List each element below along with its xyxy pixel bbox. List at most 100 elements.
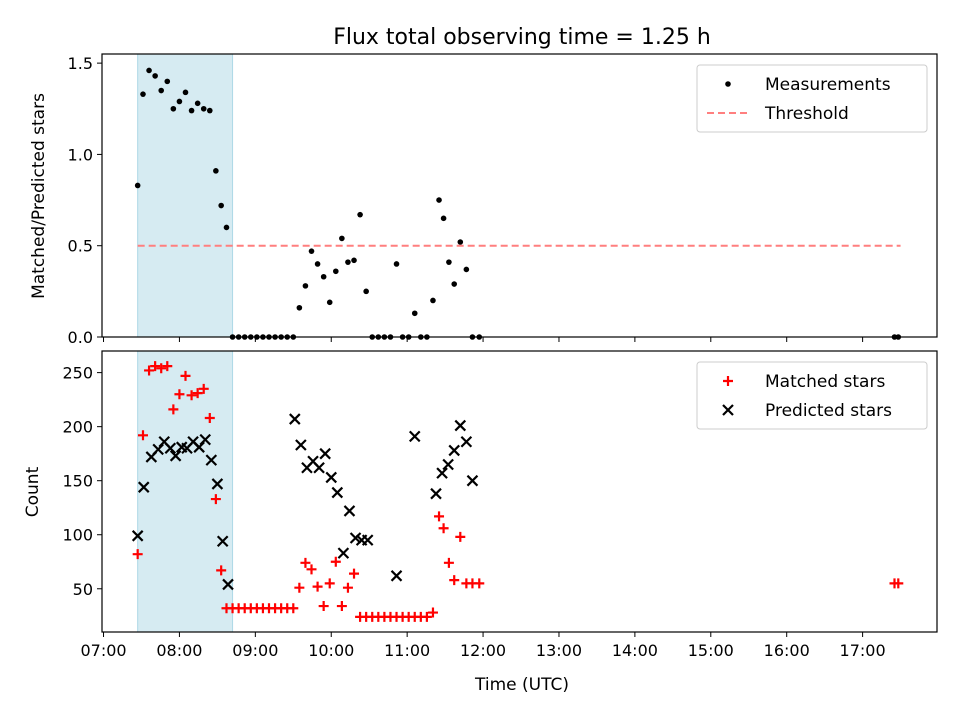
legend-box xyxy=(696,361,928,430)
legend-matched-swatch xyxy=(723,376,733,386)
predicted-point xyxy=(137,481,150,493)
y-tick-label: 100 xyxy=(62,526,93,545)
matched-point xyxy=(288,603,299,614)
matched-point xyxy=(330,556,341,567)
matched-point xyxy=(168,404,179,415)
x-axis-label: Time (UTC) xyxy=(474,675,569,695)
measurement-point xyxy=(158,87,165,94)
legend-measurement-swatch xyxy=(725,81,731,87)
y-tick-label: 150 xyxy=(62,472,93,491)
predicted-point xyxy=(325,471,338,484)
shaded-span xyxy=(137,350,234,633)
matched-point xyxy=(294,582,305,593)
predicted-point xyxy=(466,474,479,487)
top-panel: 0.0 0.5 1.0 1.5 Measurements Threshold Match… xyxy=(29,53,938,347)
measurement-point xyxy=(333,268,339,275)
matched-point xyxy=(349,568,360,579)
predicted-point xyxy=(349,532,362,544)
measurement-point xyxy=(320,273,327,280)
x-tick-label: 09:00 xyxy=(232,641,278,660)
matched-point xyxy=(156,363,167,374)
matched-point xyxy=(186,390,197,401)
measurement-point xyxy=(314,261,321,267)
y-tick-label: 0.5 xyxy=(68,237,93,256)
y-tick-label: 1.5 xyxy=(68,54,93,73)
matched-point xyxy=(455,531,466,542)
x-tick-label: 07:00 xyxy=(80,641,126,660)
predicted-point xyxy=(131,530,144,542)
measurement-point xyxy=(339,235,345,242)
matched-point xyxy=(893,578,904,589)
measurement-point xyxy=(440,215,447,222)
measurement-point xyxy=(223,224,230,231)
predicted-point xyxy=(319,447,331,460)
measurement-point xyxy=(363,288,369,295)
top-ylabel: Matched/Predicted stars xyxy=(29,93,49,299)
measurement-point xyxy=(457,239,464,245)
predicted-point xyxy=(454,419,467,432)
legend-label: Threshold xyxy=(764,104,849,124)
y-tick-label: 0.0 xyxy=(68,328,93,347)
predicted-point xyxy=(337,547,350,559)
measurement-point xyxy=(302,283,309,289)
predicted-point xyxy=(211,478,224,490)
legend-label: Measurements xyxy=(765,75,891,95)
predicted-point xyxy=(408,430,421,443)
predicted-point xyxy=(199,433,212,446)
matched-point xyxy=(300,557,311,568)
measurement-point xyxy=(182,89,189,96)
predicted-point xyxy=(289,413,301,425)
measurement-point xyxy=(345,259,351,265)
matched-point xyxy=(474,578,485,589)
predicted-point xyxy=(430,487,442,500)
matched-point xyxy=(449,575,460,586)
y-tick-label: 1.0 xyxy=(68,145,93,164)
matched-point xyxy=(434,511,445,522)
predicted-point xyxy=(343,505,356,517)
matched-point xyxy=(336,601,347,612)
measurement-point xyxy=(170,105,177,112)
measurement-point xyxy=(296,304,303,311)
measurement-point xyxy=(200,105,207,112)
matched-point xyxy=(306,564,317,575)
measurement-point xyxy=(134,182,141,189)
predicted-point xyxy=(390,570,403,582)
predicted-point xyxy=(448,444,460,457)
measurement-point xyxy=(188,107,195,114)
y-tick-label: 200 xyxy=(62,418,93,437)
predicted-point xyxy=(331,486,344,499)
bottom-legend: Matched stars Predicted stars xyxy=(696,361,928,430)
x-tick-label: 17:00 xyxy=(840,641,886,660)
y-tick-label: 50 xyxy=(73,580,93,599)
axes-frame xyxy=(101,53,938,338)
predicted-point xyxy=(205,454,218,466)
measurement-point xyxy=(140,91,146,97)
x-tick-label: 11:00 xyxy=(384,641,430,660)
measurement-point xyxy=(411,310,418,317)
measurement-point xyxy=(463,266,470,273)
matched-point xyxy=(204,413,215,424)
measurement-point xyxy=(357,211,363,218)
x-tick-label: 10:00 xyxy=(308,641,354,660)
matched-point xyxy=(144,365,155,376)
measurement-point xyxy=(146,67,152,74)
x-tick-label: 14:00 xyxy=(612,641,658,660)
matched-point xyxy=(137,430,148,441)
shaded-span xyxy=(137,53,234,338)
bottom-panel: 07:00 08:00 09:00 10:00 11:00 12:00 13:00 14:00… xyxy=(23,350,938,695)
top-legend: Measurements Threshold xyxy=(696,64,928,133)
matched-point xyxy=(342,582,353,593)
matched-point xyxy=(180,370,191,381)
matched-point xyxy=(318,601,329,612)
y-tick-label: 250 xyxy=(62,364,93,383)
measurement-point xyxy=(152,73,158,79)
matched-point xyxy=(198,383,209,394)
matched-point xyxy=(162,361,173,372)
measurement-point xyxy=(176,98,183,105)
x-tick-label: 08:00 xyxy=(156,641,202,660)
measurement-point xyxy=(213,168,219,174)
matched-point xyxy=(216,565,227,576)
legend-label: Matched stars xyxy=(765,372,885,392)
measurement-point xyxy=(351,257,357,264)
